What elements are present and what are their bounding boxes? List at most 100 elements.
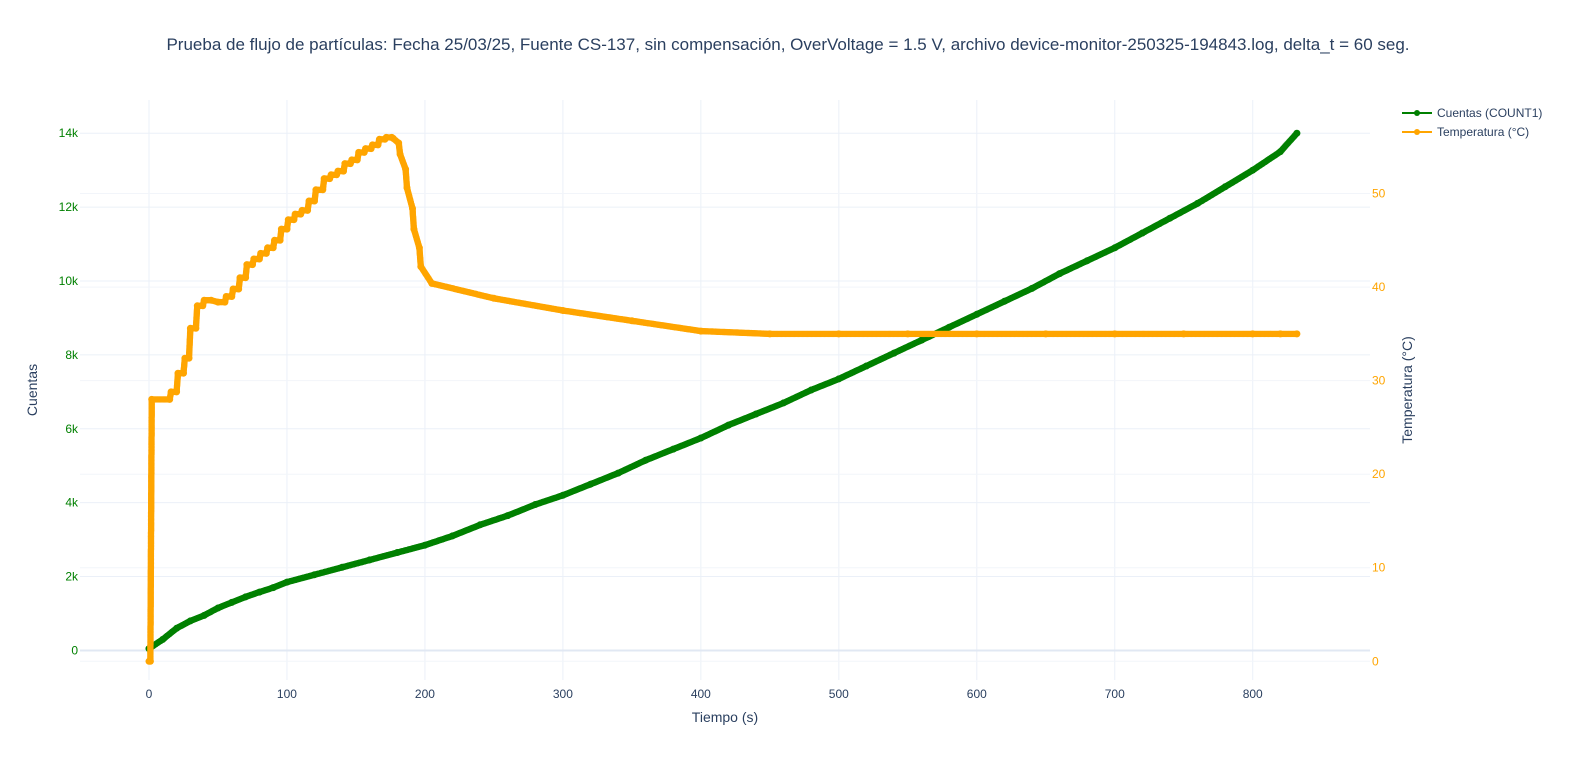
data-point-counts [614,469,622,477]
data-point-temperature [766,330,774,338]
data-point-temperature [243,261,251,269]
y-right-tick-label: 10 [1372,561,1386,575]
data-point-counts [476,521,484,529]
x-tick-label: 200 [415,687,435,701]
data-point-counts [807,386,815,394]
data-point-temperature [973,330,981,338]
data-point-counts [918,336,926,344]
data-point-counts [1111,244,1119,252]
data-point-counts [269,584,277,592]
data-point-temperature [1293,330,1301,338]
data-point-counts [173,624,181,632]
data-point-counts [214,604,222,612]
data-point-counts [242,593,250,601]
data-point-counts [228,598,236,606]
data-point-counts [724,421,732,429]
data-point-counts [835,375,843,383]
legend-marker-temperature [1414,129,1420,135]
series-counts [145,129,1301,653]
data-point-temperature [409,205,416,212]
data-point-temperature [221,298,229,306]
y-left-tick-label: 6k [65,422,79,436]
data-point-temperature [277,225,285,233]
x-tick-label: 500 [829,687,849,701]
data-point-temperature [262,249,270,257]
data-point-temperature [199,302,207,310]
y-axis-right-ticks: 0 10 20 30 40 50 [1372,187,1386,669]
data-point-counts [890,349,898,357]
data-point-counts [504,512,512,520]
data-point-temperature [229,285,237,293]
data-point-temperature [369,141,376,149]
data-point-counts [1276,148,1284,156]
data-point-counts [1249,166,1257,174]
series-markers-temperature [145,134,1301,665]
y-left-tick-label: 2k [65,570,79,584]
data-point-temperature [283,225,291,233]
data-point-temperature [403,184,411,192]
data-point-temperature [312,186,320,194]
data-point-temperature [264,244,272,252]
data-point-temperature [402,165,410,173]
data-point-temperature [271,236,278,244]
data-point-temperature [167,388,175,396]
data-point-counts [531,501,539,508]
x-tick-label: 800 [1243,687,1263,701]
data-point-temperature [284,216,292,224]
data-point-temperature [1249,330,1257,338]
y-axis-right-title: Temperatura (°C) [1399,336,1415,444]
x-tick-label: 100 [277,687,297,701]
chart-title: Prueba de flujo de partículas: Fecha 25/… [166,35,1409,54]
data-point-temperature [320,175,328,183]
x-tick-label: 400 [691,687,711,701]
x-tick-label: 700 [1105,687,1125,701]
data-point-counts [1028,284,1036,292]
data-point-counts [1083,257,1091,265]
data-point-counts [780,399,788,407]
data-point-counts [1221,183,1229,191]
data-point-temperature [1111,330,1119,338]
data-point-temperature [249,261,256,269]
data-point-counts [669,445,677,453]
data-point-temperature [207,296,215,304]
legend-item-counts[interactable]: Cuentas (COUNT1) [1402,106,1542,120]
series-line-temperature [149,136,1297,663]
data-point-temperature [417,263,425,270]
y-left-tick-label: 0 [71,643,78,657]
data-point-temperature [395,139,403,147]
series-layer [145,129,1301,665]
legend-item-temperature[interactable]: Temperatura (°C) [1402,125,1529,139]
data-point-temperature [298,206,306,214]
data-point-counts [642,456,650,464]
data-point-counts [945,323,953,331]
y-right-tick-label: 30 [1372,374,1386,388]
data-point-counts [449,532,456,540]
data-point-temperature [257,249,265,257]
data-point-temperature [186,324,194,332]
data-point-temperature [334,167,342,175]
data-point-temperature [348,156,356,164]
data-point-temperature [628,317,636,325]
data-point-temperature [193,302,201,310]
x-axis-title: Tiempo (s) [692,709,758,725]
y-right-tick-label: 40 [1372,280,1386,294]
data-point-counts [1194,199,1201,207]
data-point-temperature [340,167,347,175]
data-point-temperature [311,197,318,205]
data-point-counts [752,410,760,418]
data-point-temperature [353,156,361,164]
x-tick-label: 0 [146,687,153,701]
data-point-counts [421,541,429,549]
data-point-temperature [228,293,236,300]
data-point-temperature [319,186,327,194]
data-point-temperature [235,285,243,293]
data-point-temperature [166,395,174,403]
data-point-temperature [222,293,230,300]
y-left-tick-label: 12k [59,200,79,214]
data-point-counts [1293,129,1301,137]
data-point-counts [311,571,318,579]
data-point-counts [587,480,594,488]
data-point-temperature [559,307,567,314]
legend[interactable]: Cuentas (COUNT1) Temperatura (°C) [1402,106,1542,139]
